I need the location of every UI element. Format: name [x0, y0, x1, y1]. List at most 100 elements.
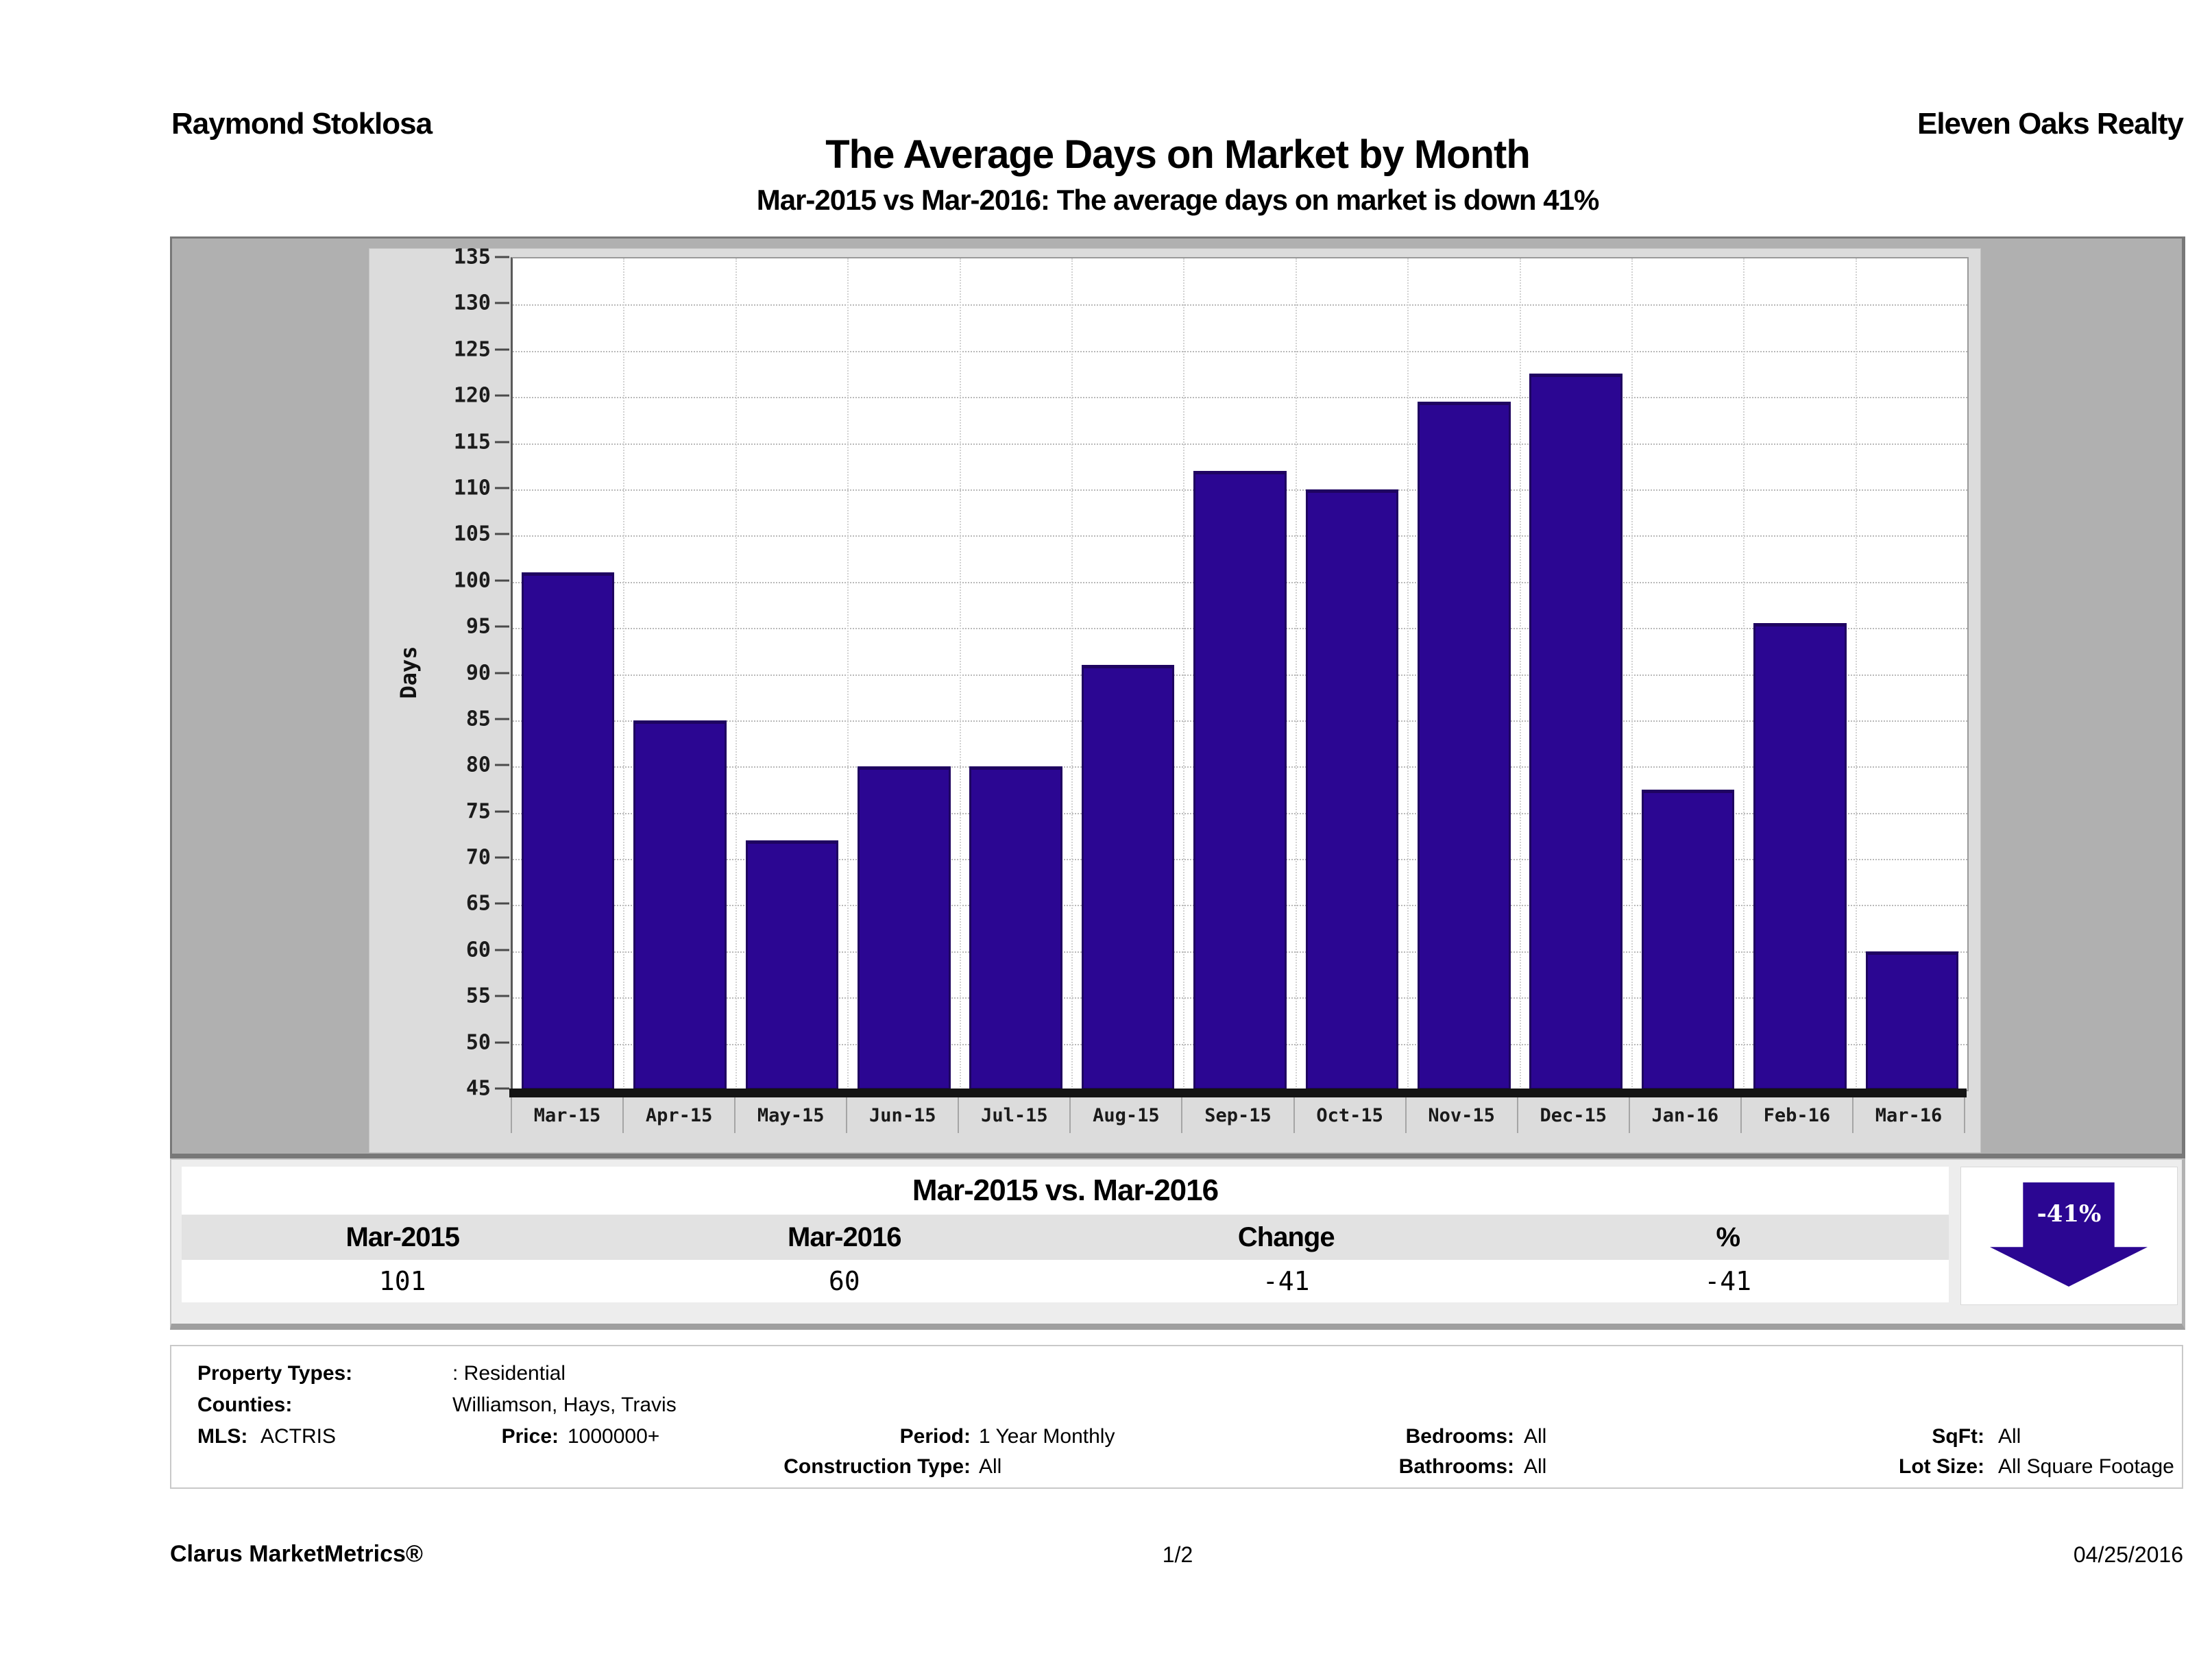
y-tick-label-120: 120 [453, 383, 491, 408]
bar-Mar-15 [521, 572, 615, 1090]
bar-slot-Jun-15 [847, 258, 959, 1090]
lot-size-label: Lot Size: [1899, 1455, 1984, 1478]
sqft-label: SqFt: [1932, 1425, 1984, 1448]
page-subtitle: Mar-2015 vs Mar-2016: The average days o… [756, 184, 1600, 216]
bar-Dec-15 [1529, 374, 1622, 1090]
y-tick-label-60: 60 [465, 938, 491, 962]
bar-Nov-15 [1418, 401, 1511, 1090]
x-axis-line [509, 1089, 1967, 1097]
y-tick-mark-105 [495, 533, 509, 535]
mls-label: MLS: [197, 1425, 248, 1448]
y-tick-label-100: 100 [453, 568, 491, 593]
comparison-header-row: Mar-2015 Mar-2016 Change% [182, 1215, 1949, 1260]
y-tick-mark-55 [495, 995, 509, 997]
trend-arrow-box: -41% [1960, 1167, 2178, 1305]
gridline-120 [513, 397, 1967, 399]
y-tick-label-130: 130 [453, 291, 491, 315]
gridline-115 [513, 443, 1967, 445]
y-axis-tick-marks [495, 256, 509, 1090]
y-tick-label-95: 95 [465, 614, 491, 639]
bar-Jun-15 [858, 766, 951, 1090]
price-label: Price: [501, 1425, 559, 1448]
comparison-col-value-Mar-2015: 101 [378, 1266, 426, 1296]
mls-value: ACTRIS [260, 1425, 337, 1448]
bar-Mar-16 [1865, 951, 1959, 1090]
bar-slot-Dec-15 [1519, 258, 1631, 1090]
page-title: The Average Days on Market by Month [825, 132, 1531, 177]
y-tick-label-110: 110 [453, 476, 491, 500]
bar-slot-Jan-16 [1631, 258, 1743, 1090]
bar-series [513, 258, 1967, 1090]
counties-value: Williamson, Hays, Travis [452, 1394, 677, 1416]
x-tick-label-Aug-15: Aug-15 [1069, 1097, 1181, 1133]
y-tick-label-80: 80 [465, 753, 491, 777]
y-tick-mark-65 [495, 902, 509, 905]
price-value: 1000000+ [568, 1425, 660, 1448]
plot-area [511, 257, 1969, 1091]
y-tick-label-65: 65 [465, 891, 491, 916]
y-tick-label-105: 105 [453, 522, 491, 546]
property-types-value: : Residential [452, 1362, 566, 1385]
y-tick-mark-75 [495, 810, 509, 813]
y-tick-label-55: 55 [465, 984, 491, 1008]
y-tick-mark-135 [495, 256, 509, 258]
comparison-title: Mar-2015 vs. Mar-2016 [182, 1167, 1949, 1215]
down-arrow-icon [1990, 1182, 2148, 1287]
comparison-value-row: 101 60 -41 -41 [182, 1260, 1949, 1302]
comparison-col-value-Change: -41 [1262, 1266, 1310, 1296]
x-tick-label-Jul-15: Jul-15 [958, 1097, 1069, 1133]
y-tick-mark-100 [495, 579, 509, 582]
bar-Apr-15 [633, 720, 727, 1090]
y-tick-mark-50 [495, 1041, 509, 1044]
comparison-col-value-Mar-2016: 60 [828, 1266, 860, 1296]
comparison-col-header-%: % [1716, 1221, 1740, 1252]
bar-Jul-15 [969, 766, 1063, 1090]
y-tick-mark-120 [495, 394, 509, 397]
y-tick-label-45: 45 [465, 1076, 491, 1101]
bar-Aug-15 [1081, 665, 1175, 1090]
y-tick-mark-70 [495, 856, 509, 859]
y-axis-tick-labels: 45 50 55 60 65 70 75 80 85 90 95 100 105 110 115 120 125… [370, 245, 491, 1101]
sqft-value: All [1998, 1425, 2021, 1448]
bedrooms-value: All [1524, 1425, 1547, 1448]
x-tick-label-Oct-15: Oct-15 [1293, 1097, 1405, 1133]
y-tick-mark-45 [495, 1087, 509, 1090]
y-tick-label-70: 70 [465, 845, 491, 870]
period-value: 1 Year Monthly [979, 1425, 1115, 1448]
gridline-130 [513, 304, 1967, 306]
x-tick-label-Mar-15: Mar-15 [533, 1104, 601, 1126]
y-tick-label-50: 50 [465, 1030, 491, 1055]
y-tick-mark-110 [495, 487, 509, 489]
brokerage-name: Eleven Oaks Realty [1917, 107, 2184, 141]
comparison-col-header-Mar-2016: Mar-2016 [788, 1221, 901, 1252]
y-tick-mark-85 [495, 718, 509, 720]
bar-slot-Mar-16 [1855, 258, 1967, 1090]
x-tick-label-Jan-16: Jan-16 [1628, 1097, 1740, 1133]
y-tick-mark-80 [495, 764, 509, 766]
bar-Sep-15 [1193, 471, 1287, 1090]
bar-slot-Sep-15 [1183, 258, 1295, 1090]
bar-May-15 [745, 840, 839, 1090]
y-tick-mark-60 [495, 949, 509, 951]
comparison-col-header-Mar-2015: Mar-2015 [345, 1221, 460, 1252]
bar-slot-Aug-15 [1071, 258, 1183, 1090]
counties-label: Counties: [197, 1394, 293, 1416]
bar-slot-Apr-15 [623, 258, 735, 1090]
bathrooms-label: Bathrooms: [1398, 1455, 1514, 1478]
y-tick-label-75: 75 [465, 799, 491, 824]
y-tick-label-115: 115 [453, 430, 491, 454]
x-tick-label-Dec-15: Dec-15 [1516, 1097, 1629, 1133]
footer-product-name: Clarus MarketMetrics® [170, 1541, 423, 1567]
bar-slot-Mar-15 [513, 258, 623, 1090]
y-tick-mark-115 [495, 441, 509, 443]
agent-name: Raymond Stoklosa [171, 107, 433, 141]
search-criteria-box: Property Types: : Residential Counties: … [170, 1345, 2183, 1489]
bar-Feb-16 [1753, 623, 1847, 1090]
y-tick-label-85: 85 [465, 707, 491, 731]
x-tick-label-May-15: May-15 [734, 1097, 846, 1133]
footer-page-number: 1/2 [1162, 1542, 1193, 1567]
x-axis-tick-labels: Mar-15 Apr-15 May-15 Jun-15 Jul-15 Aug-15 Sep-… [511, 1097, 1965, 1133]
y-tick-label-135: 135 [453, 245, 491, 269]
x-tick-label-Mar-16: Mar-16 [1851, 1097, 1964, 1133]
